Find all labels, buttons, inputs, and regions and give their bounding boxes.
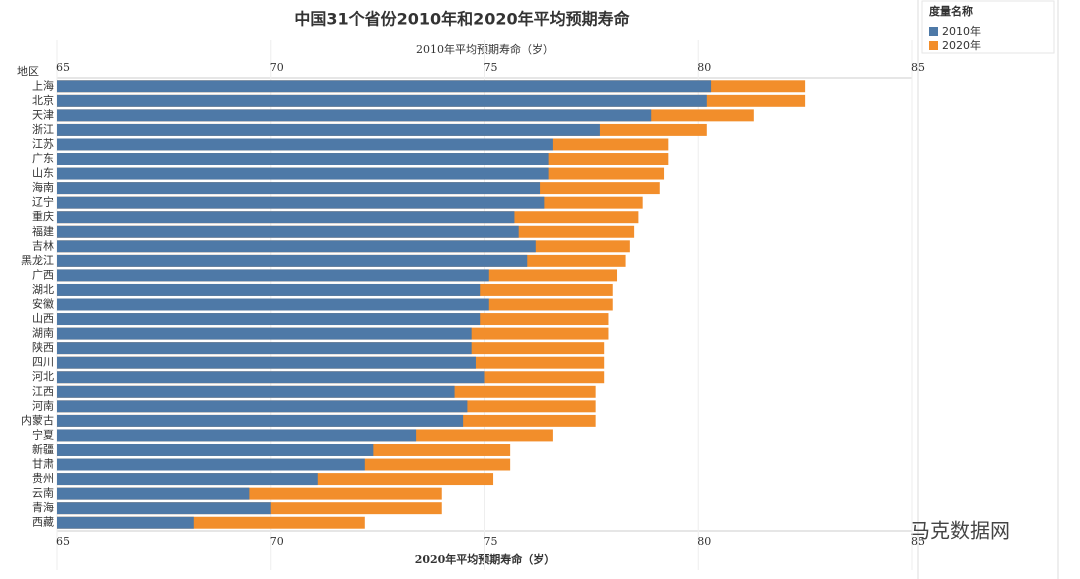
category-label: 湖南 <box>32 327 54 340</box>
category-label: 黑龙江 <box>21 254 54 267</box>
bar <box>57 94 707 107</box>
category-label: 山东 <box>32 167 54 180</box>
category-label: 安徽 <box>32 297 54 311</box>
x-tick-label: 65 <box>56 61 70 74</box>
category-label: 海南 <box>32 180 54 194</box>
category-label: 湖北 <box>32 283 54 296</box>
bar <box>57 516 194 529</box>
category-label: 江苏 <box>32 137 54 150</box>
chart-title: 中国31个省份2010年和2020年平均预期寿命 <box>294 10 630 29</box>
bar <box>57 385 455 398</box>
bar <box>57 182 541 195</box>
category-label: 内蒙古 <box>21 413 54 427</box>
category-label: 陕西 <box>32 340 54 354</box>
bar <box>57 225 519 238</box>
category-label: 甘肃 <box>32 458 54 471</box>
x2-tick-label: 70 <box>270 535 284 548</box>
bar <box>57 342 472 355</box>
legend-label: 2010年 <box>942 24 981 38</box>
category-label: 重庆 <box>32 209 54 223</box>
category-axis-title: 地区 <box>17 65 39 78</box>
bar <box>57 313 481 326</box>
bar <box>57 298 489 311</box>
legend-swatch <box>929 27 938 36</box>
x2-tick-label: 85 <box>911 535 925 548</box>
bar <box>57 109 652 122</box>
bar <box>57 444 374 456</box>
bar <box>57 153 549 165</box>
category-label: 广西 <box>32 268 54 281</box>
category-label: 宁夏 <box>32 427 54 441</box>
category-label: 新疆 <box>32 442 54 456</box>
bar <box>57 167 549 180</box>
legend-swatch <box>929 41 938 50</box>
bar <box>57 80 712 93</box>
category-label: 云南 <box>32 487 54 500</box>
bar <box>57 516 365 529</box>
bar <box>57 138 553 151</box>
x2-tick-label: 75 <box>484 535 498 548</box>
bar <box>57 473 318 486</box>
category-label: 浙江 <box>32 123 54 136</box>
x-tick-label: 80 <box>697 61 711 74</box>
bar <box>57 240 536 253</box>
bar <box>57 502 271 515</box>
bar <box>57 356 476 369</box>
category-label: 江西 <box>32 385 54 398</box>
category-label: 河南 <box>32 399 54 412</box>
category-label: 山西 <box>32 312 54 325</box>
x-tick-label: 75 <box>484 61 498 74</box>
bar <box>57 211 515 224</box>
category-label: 广东 <box>32 152 54 165</box>
bar <box>57 429 417 442</box>
bar <box>57 123 600 136</box>
bar <box>57 283 481 296</box>
category-label: 青海 <box>32 500 54 514</box>
category-label: 四川 <box>32 356 54 369</box>
category-label: 上海 <box>32 78 54 92</box>
category-label: 吉林 <box>32 238 54 252</box>
category-label: 福建 <box>32 224 54 238</box>
category-label: 北京 <box>32 93 54 107</box>
bar <box>57 269 489 282</box>
bar <box>57 487 250 500</box>
category-label: 天津 <box>32 108 54 121</box>
legend-label: 2020年 <box>942 38 981 52</box>
legend-box <box>921 0 1055 54</box>
x-tick-label: 85 <box>911 61 925 74</box>
watermark: 马克数据网 <box>910 519 1010 543</box>
legend-title: 度量名称 <box>929 4 973 18</box>
category-label: 贵州 <box>32 472 54 485</box>
bar <box>57 327 472 340</box>
category-label: 辽宁 <box>32 195 54 209</box>
bar <box>57 458 365 471</box>
bar <box>57 371 485 384</box>
bar <box>57 196 545 209</box>
x2-tick-label: 80 <box>697 535 711 548</box>
category-label: 西藏 <box>32 516 54 529</box>
x2-tick-label: 65 <box>56 535 70 548</box>
x-tick-label: 70 <box>270 61 284 74</box>
category-label: 河北 <box>32 370 54 383</box>
bar <box>57 414 464 427</box>
bar <box>57 254 528 267</box>
bar <box>57 400 468 413</box>
